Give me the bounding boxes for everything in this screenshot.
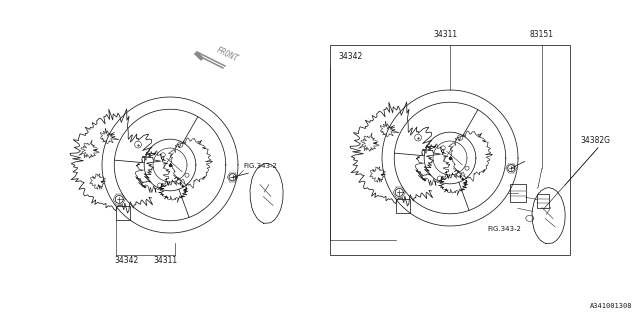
Text: 34311: 34311: [153, 256, 177, 265]
Text: 83151: 83151: [530, 30, 554, 39]
Text: FIG.343-2: FIG.343-2: [488, 227, 521, 232]
Text: 34342: 34342: [338, 52, 362, 61]
Text: 34311: 34311: [433, 30, 457, 39]
Text: FIG.343-2: FIG.343-2: [243, 163, 277, 169]
Text: FRONT: FRONT: [215, 46, 240, 64]
Text: 34342: 34342: [115, 256, 138, 265]
Text: 34382G: 34382G: [580, 136, 610, 145]
Bar: [510, 184, 526, 202]
Bar: [330, 45, 570, 255]
Bar: [396, 199, 410, 213]
Polygon shape: [195, 52, 203, 60]
Text: A341001308: A341001308: [589, 303, 632, 309]
Bar: [116, 206, 131, 220]
Bar: [537, 194, 548, 208]
